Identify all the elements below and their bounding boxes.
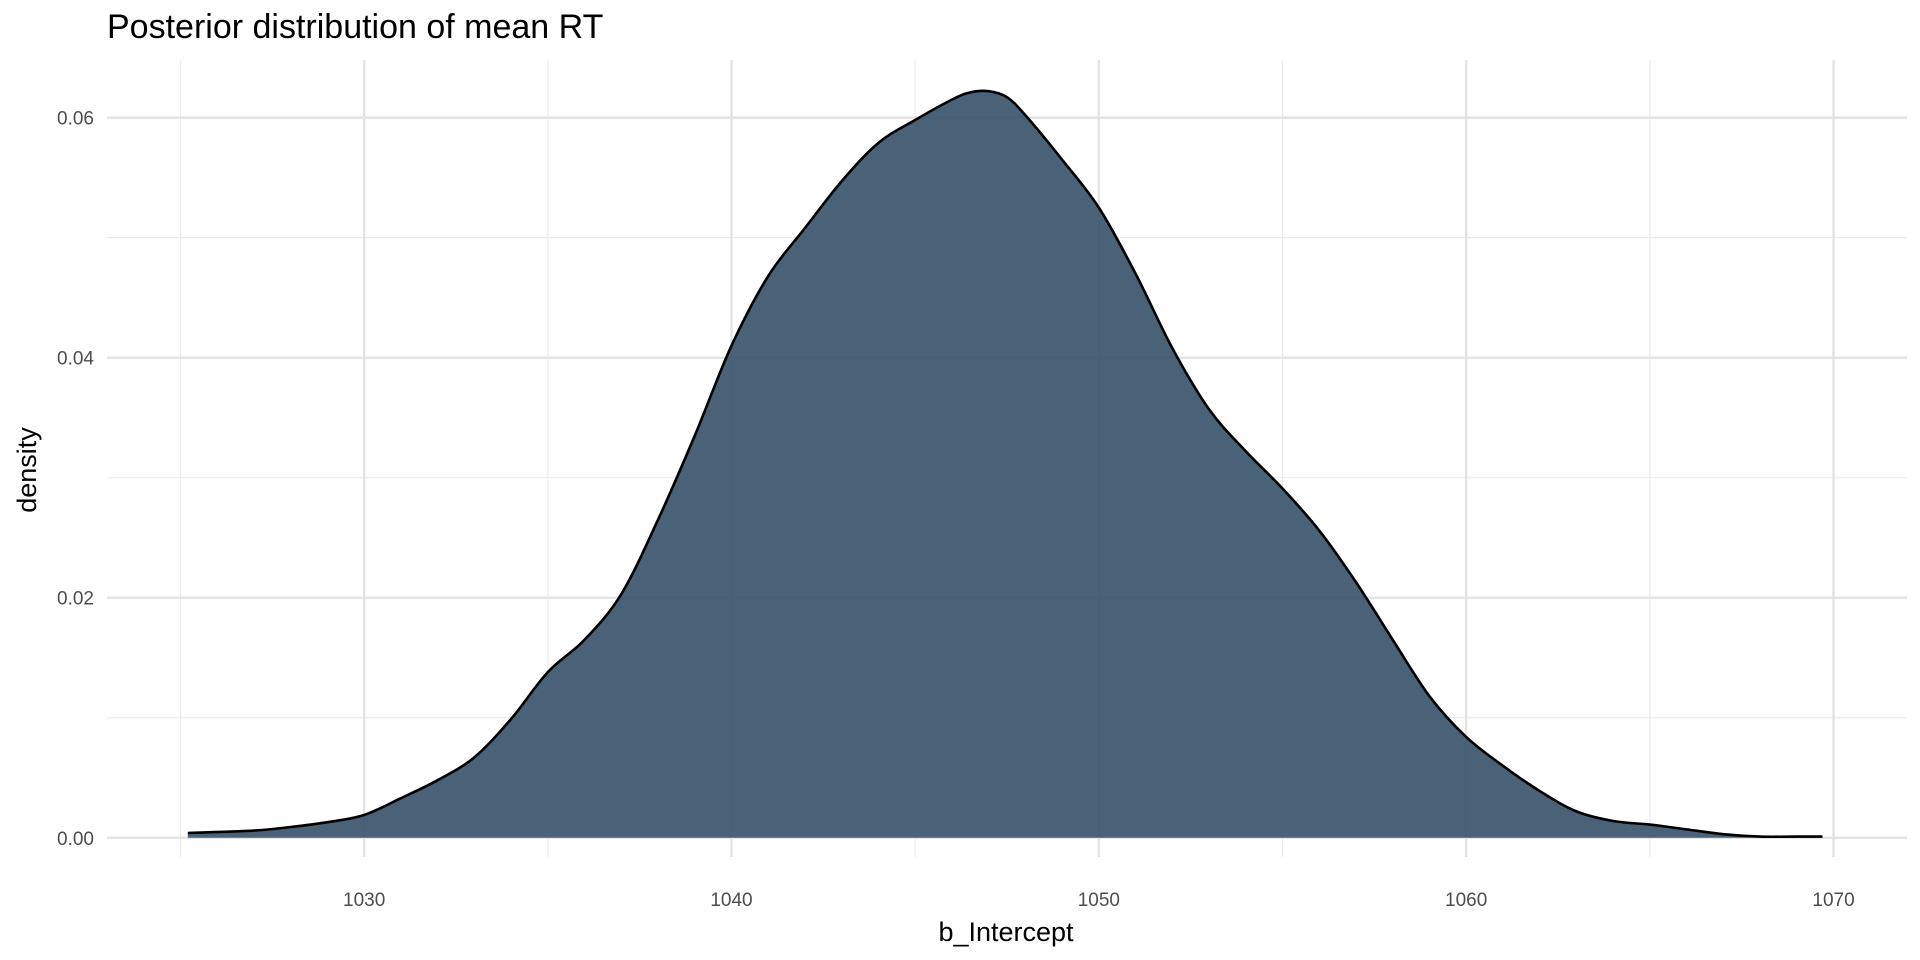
- x-tick-labels: 1030 1040 1050 1060 1070: [343, 890, 1855, 911]
- y-tick-labels: 0.00 0.02 0.04 0.06: [57, 109, 94, 850]
- x-tick-label: 1050: [1078, 890, 1120, 911]
- density-line: [187, 89, 1823, 839]
- y-tick-label: 0.00: [57, 829, 94, 850]
- x-tick-label: 1070: [1812, 890, 1854, 911]
- y-tick-label: 0.06: [57, 109, 94, 130]
- x-tick-label: 1030: [343, 890, 385, 911]
- chart-title: Posterior distribution of mean RT: [107, 8, 604, 46]
- y-tick-label: 0.02: [57, 589, 94, 610]
- y-tick-label: 0.04: [57, 349, 94, 370]
- x-tick-label: 1060: [1445, 890, 1487, 911]
- x-tick-label: 1040: [710, 890, 752, 911]
- density-area: [187, 90, 1823, 838]
- x-axis-title: b_Intercept: [938, 917, 1074, 947]
- y-axis-title: density: [12, 427, 42, 513]
